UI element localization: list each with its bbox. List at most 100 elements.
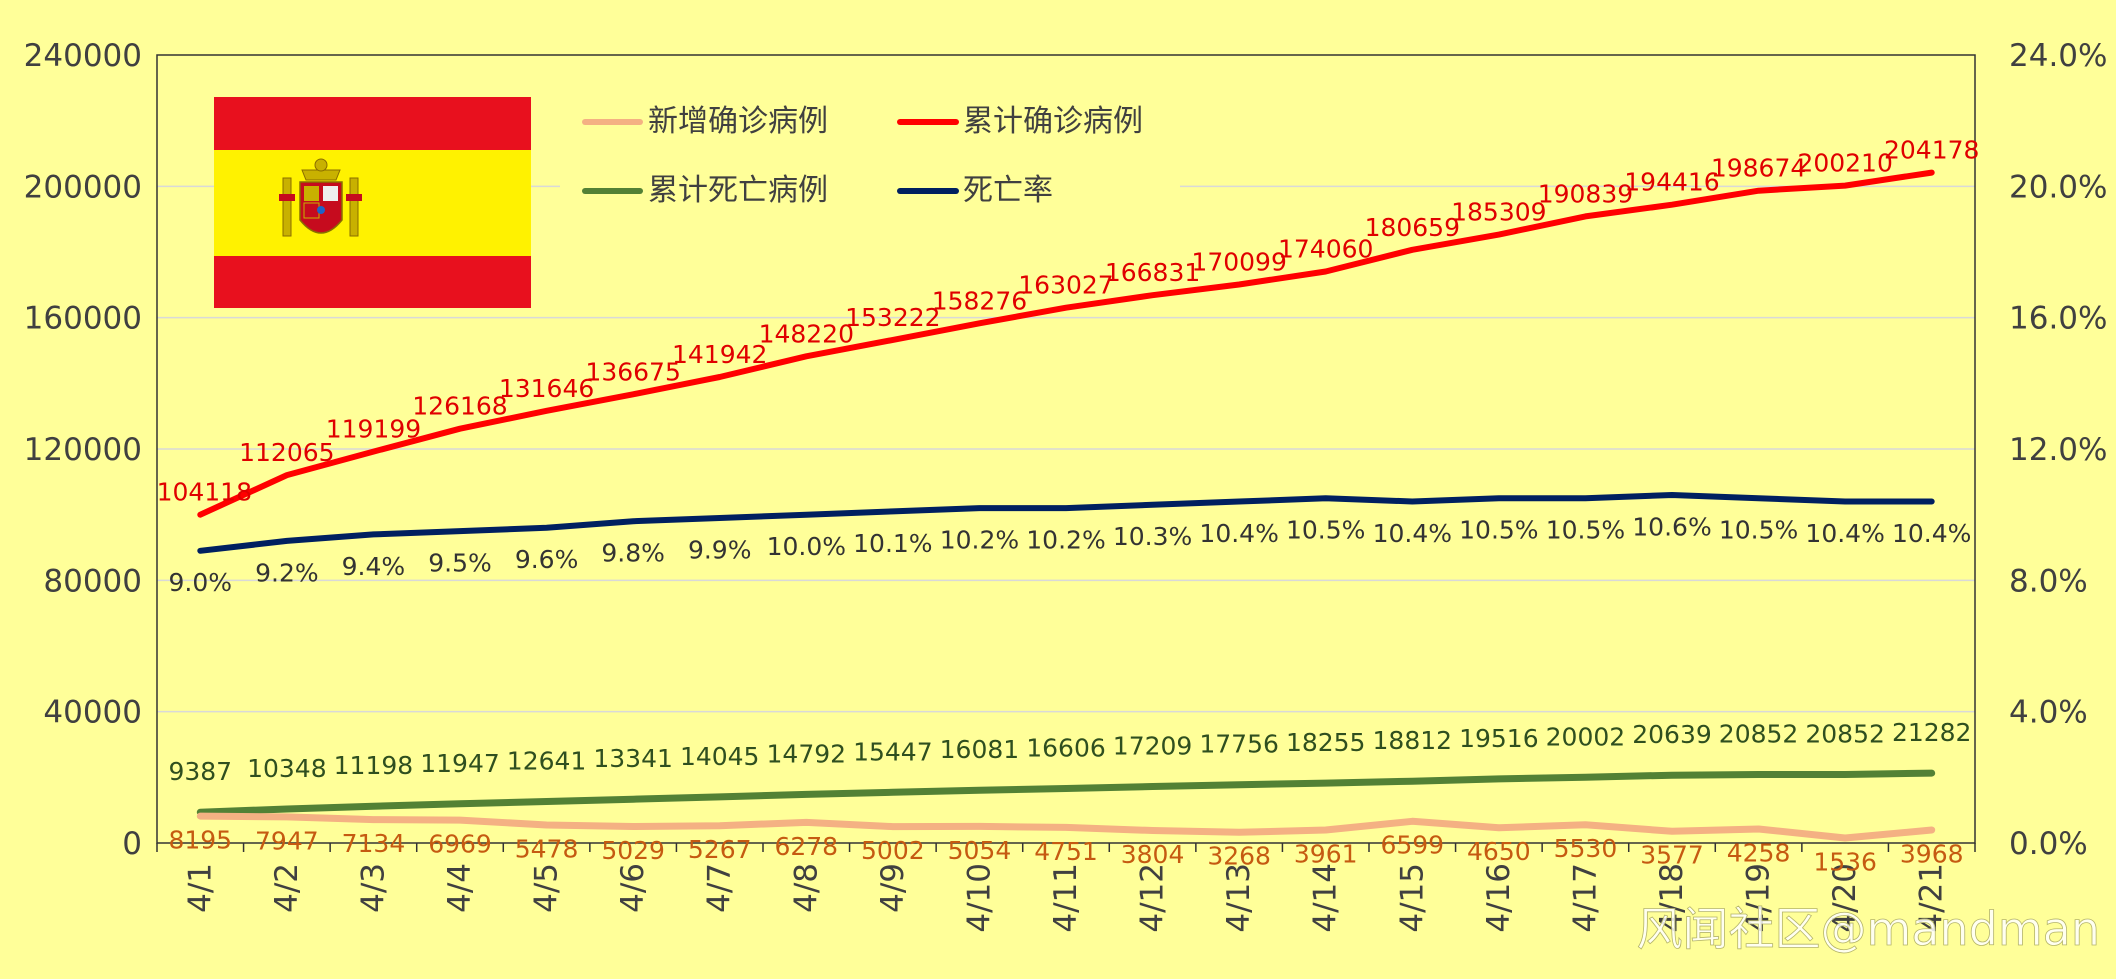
legend-item-death-rate: 死亡率 — [897, 173, 1053, 208]
data-label-total-deaths: 11947 — [420, 749, 500, 778]
data-label-total-cases: 136675 — [585, 357, 680, 386]
data-label-total-deaths: 14045 — [680, 742, 760, 771]
data-label-new-cases: 5002 — [861, 836, 925, 865]
data-label-total-cases: 180659 — [1365, 213, 1460, 242]
data-label-new-cases: 3268 — [1207, 842, 1271, 871]
data-label-new-cases: 3577 — [1640, 841, 1704, 870]
legend-label-new-cases: 新增确诊病例 — [648, 104, 828, 139]
x-tick-label: 4/4 — [442, 863, 478, 913]
y2-tick-label: 24.0% — [2009, 38, 2107, 74]
x-tick-label: 4/5 — [529, 863, 565, 913]
data-label-total-deaths: 10348 — [247, 754, 327, 783]
y2-tick-label: 16.0% — [2009, 301, 2107, 337]
x-tick-label: 4/10 — [961, 863, 997, 933]
data-label-total-deaths: 21282 — [1892, 718, 1972, 747]
data-label-total-cases: 163027 — [1018, 271, 1113, 300]
data-label-new-cases: 7947 — [255, 826, 319, 855]
data-label-total-deaths: 20852 — [1805, 720, 1885, 749]
legend-item-new-cases: 新增确诊病例 — [582, 104, 828, 139]
data-label-total-cases: 112065 — [239, 438, 334, 467]
data-label-death-rate: 9.2% — [255, 558, 319, 587]
data-label-total-cases: 119199 — [326, 415, 421, 444]
data-label-total-deaths: 11198 — [334, 751, 414, 780]
x-tick-label: 4/7 — [702, 863, 738, 913]
y-tick-label: 0 — [122, 826, 142, 862]
x-tick-label: 4/13 — [1221, 863, 1257, 933]
data-label-death-rate: 10.4% — [1805, 519, 1884, 548]
y2-tick-label: 20.0% — [2009, 169, 2107, 205]
data-label-new-cases: 5267 — [688, 835, 752, 864]
data-label-new-cases: 5054 — [948, 836, 1012, 865]
watermark: 风闻社区@mandman — [1636, 902, 2100, 956]
data-label-death-rate: 10.4% — [1199, 519, 1278, 548]
legend-item-total-cases: 累计确诊病例 — [897, 104, 1143, 139]
data-label-death-rate: 10.2% — [940, 526, 1019, 555]
series-lines — [196, 169, 1936, 842]
data-label-death-rate: 10.1% — [853, 529, 932, 558]
data-label-total-deaths: 13341 — [593, 744, 673, 773]
data-label-death-rate: 10.6% — [1632, 512, 1711, 541]
data-label-new-cases: 5530 — [1554, 834, 1618, 863]
data-label-total-deaths: 16081 — [940, 735, 1020, 764]
data-labels: 8195 7947 7134 6969 5478 5029 5267 6278 5002 5054… — [157, 136, 1980, 877]
data-label-new-cases: 4650 — [1467, 837, 1531, 866]
x-tick-label: 4/21 — [1914, 863, 1950, 933]
coat-of-arms-icon — [279, 158, 362, 237]
data-label-total-cases: 174060 — [1278, 235, 1373, 264]
x-tick-label: 4/17 — [1567, 863, 1603, 933]
data-label-total-deaths: 19516 — [1459, 724, 1539, 753]
y-tick-label: 200000 — [24, 169, 142, 205]
x-tick-label: 4/15 — [1394, 863, 1430, 933]
y-tick-label: 40000 — [43, 695, 142, 731]
data-label-total-deaths: 20002 — [1546, 722, 1626, 751]
axes: 0 0.0% 40000 4.0% 80000 8.0% 120000 12.0% 160000… — [24, 38, 2108, 933]
legend-label-total-cases: 累计确诊病例 — [963, 104, 1143, 139]
flag-red-top — [214, 97, 531, 150]
data-label-new-cases: 3968 — [1900, 839, 1964, 868]
data-label-total-deaths: 20639 — [1632, 720, 1712, 749]
data-label-death-rate: 10.4% — [1373, 519, 1452, 548]
data-label-total-cases: 198674 — [1711, 154, 1806, 183]
data-label-death-rate: 10.4% — [1892, 519, 1971, 548]
data-label-total-cases: 194416 — [1624, 168, 1719, 197]
data-label-new-cases: 7134 — [342, 829, 406, 858]
data-label-total-deaths: 16606 — [1026, 733, 1106, 762]
data-label-death-rate: 9.0% — [169, 568, 233, 597]
legend: 新增确诊病例 累计确诊病例 累计死亡病例 死亡率 — [560, 95, 1180, 213]
y-tick-label: 240000 — [24, 38, 142, 74]
data-label-total-cases: 200210 — [1797, 149, 1892, 178]
data-label-new-cases: 6278 — [774, 832, 838, 861]
data-label-total-cases: 170099 — [1191, 248, 1286, 277]
legend-item-total-deaths: 累计死亡病例 — [582, 173, 828, 208]
x-tick-label: 4/18 — [1654, 863, 1690, 933]
data-label-total-cases: 148220 — [759, 319, 854, 348]
x-tick-label: 4/19 — [1741, 863, 1777, 933]
x-tick-label: 4/11 — [1048, 863, 1084, 933]
data-label-death-rate: 9.5% — [428, 548, 492, 577]
data-label-death-rate: 10.3% — [1113, 522, 1192, 551]
y2-tick-label: 8.0% — [2009, 563, 2088, 599]
data-label-total-deaths: 17756 — [1199, 730, 1279, 759]
data-label-total-deaths: 18255 — [1286, 728, 1366, 757]
data-label-new-cases: 1536 — [1813, 847, 1877, 876]
y2-tick-label: 12.0% — [2009, 432, 2107, 468]
data-label-total-cases: 158276 — [932, 286, 1027, 315]
y2-tick-label: 0.0% — [2009, 826, 2088, 862]
x-tick-label: 4/12 — [1135, 863, 1171, 933]
series-line-total-deaths — [196, 769, 1936, 816]
series-line-death-rate — [197, 492, 1935, 554]
data-label-death-rate: 10.0% — [767, 532, 846, 561]
flag-yellow-band — [214, 150, 531, 256]
flag-red-bottom — [214, 256, 531, 308]
data-label-death-rate: 10.2% — [1026, 526, 1105, 555]
data-label-total-deaths: 17209 — [1113, 731, 1193, 760]
data-label-new-cases: 5478 — [515, 834, 579, 863]
spain-flag-image — [214, 97, 531, 308]
data-label-death-rate: 10.5% — [1546, 516, 1625, 545]
data-label-death-rate: 10.5% — [1459, 516, 1538, 545]
plot-area — [156, 54, 1976, 844]
data-label-total-cases: 204178 — [1884, 136, 1979, 165]
x-tick-label: 4/2 — [269, 863, 305, 913]
data-label-death-rate: 9.4% — [342, 552, 406, 581]
